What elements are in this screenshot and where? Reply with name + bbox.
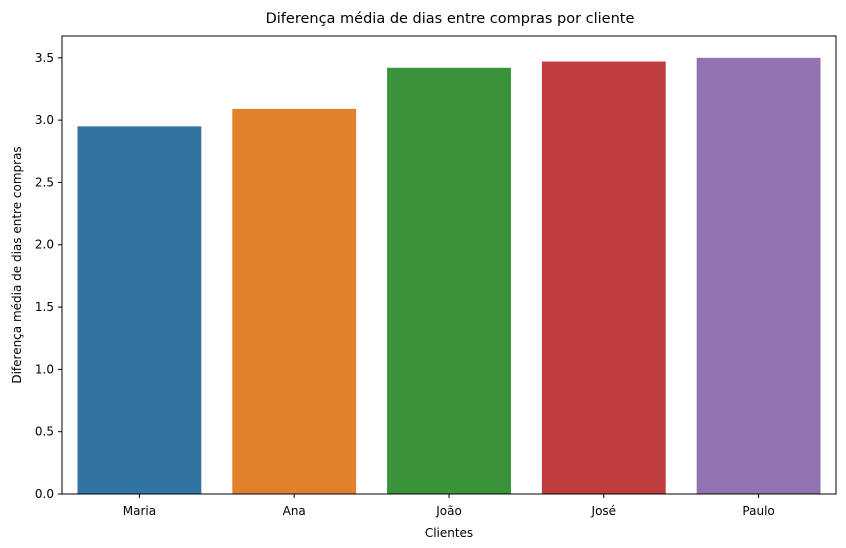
x-axis-title: Clientes (425, 526, 473, 540)
bar-2 (387, 67, 511, 494)
x-tick-label: Paulo (742, 504, 774, 518)
y-tick-label: 1.5 (35, 300, 54, 314)
bars-group (77, 57, 821, 495)
y-tick-label: 3.5 (35, 51, 54, 65)
x-tick-label: Maria (123, 504, 156, 518)
x-axis: Maria Ana João José Paulo (123, 494, 775, 518)
y-tick-label: 2.0 (35, 238, 54, 252)
bar-4 (696, 57, 821, 495)
bar-1 (232, 108, 357, 494)
bar-0 (77, 126, 202, 494)
y-tick-label: 0.5 (35, 425, 54, 439)
chart-title: Diferença média de dias entre compras po… (266, 11, 635, 27)
y-axis: 0.0 0.5 1.0 1.5 2.0 2.5 3.0 3.5 (35, 51, 62, 501)
y-tick-label: 1.0 (35, 362, 54, 376)
y-tick-label: 2.5 (35, 175, 54, 189)
plot-frame (61, 35, 837, 495)
x-tick-label: Ana (283, 504, 306, 518)
bar-3 (541, 61, 666, 494)
y-tick-label: 0.0 (35, 487, 54, 501)
x-tick-label: José (591, 504, 617, 518)
y-axis-title: Diferença média de dias entre compras (10, 146, 24, 383)
y-tick-label: 3.0 (35, 113, 54, 127)
x-tick-label: João (435, 504, 462, 518)
